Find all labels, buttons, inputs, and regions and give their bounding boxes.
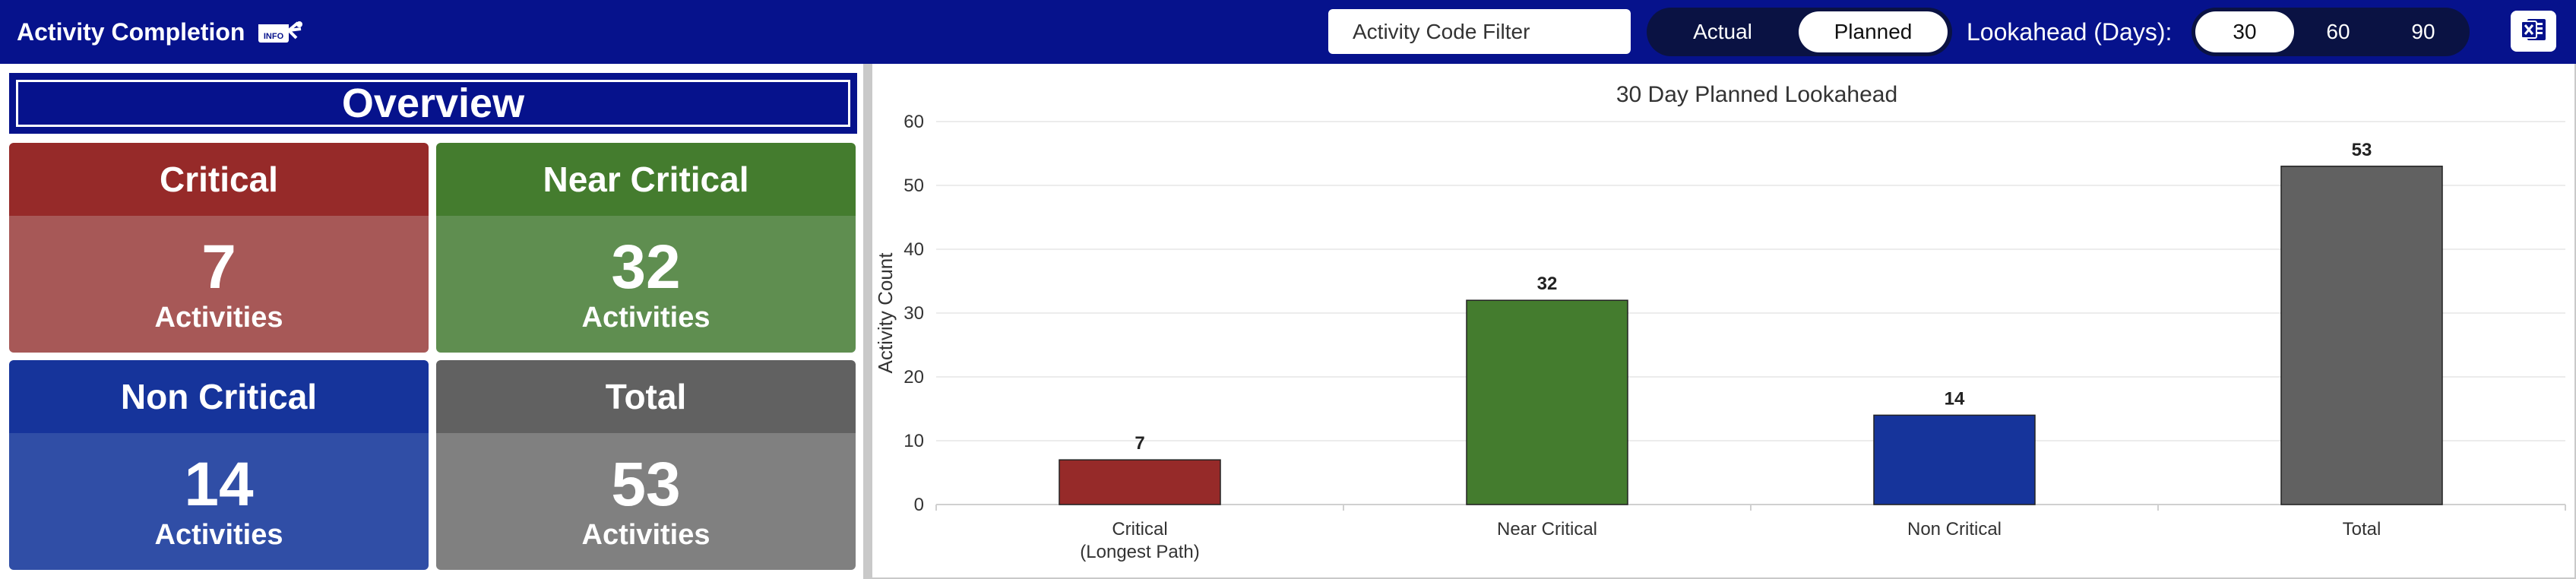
x-tick-label: Total: [2343, 519, 2381, 539]
app-title: Activity Completion: [17, 17, 245, 46]
lookahead-30-button[interactable]: 30: [2195, 11, 2294, 52]
near-critical-card: Near Critical 32 Activities: [436, 143, 856, 353]
info-gift-icon[interactable]: INFO: [257, 18, 305, 46]
lookahead-toggle: 30 60 90: [2191, 8, 2470, 56]
lookahead-90-button[interactable]: 90: [2411, 20, 2435, 43]
y-tick-label: 40: [903, 239, 924, 260]
critical-card: Critical 7 Activities: [9, 143, 429, 353]
x-tick-label: Near Critical: [1497, 519, 1597, 539]
y-tick-label: 50: [903, 176, 924, 196]
lookahead-label: Lookahead (Days):: [1967, 17, 2173, 46]
bar: [1873, 414, 2036, 505]
y-axis-label: Activity Count: [874, 252, 897, 374]
planned-button[interactable]: Planned: [1799, 11, 1948, 52]
bar: [1059, 459, 1221, 505]
y-tick-label: 0: [914, 495, 924, 515]
near-critical-card-body: 32 Activities: [436, 216, 856, 353]
y-tick-label: 10: [903, 431, 924, 451]
critical-card-label: Critical: [9, 143, 429, 216]
y-tick-label: 60: [903, 112, 924, 132]
critical-unit: Activities: [154, 302, 283, 334]
bar-data-label: 32: [1537, 274, 1558, 294]
bar-data-label: 14: [1945, 388, 1965, 409]
bar: [1466, 299, 1628, 505]
non-critical-card: Non Critical 14 Activities: [9, 360, 429, 570]
chart-panel: 30 Day Planned Lookahead Activity Count 0 1…: [872, 64, 2574, 577]
near-critical-card-label: Near Critical: [436, 143, 856, 216]
excel-export-icon: [2520, 17, 2547, 46]
overview-header: Overview: [9, 73, 857, 134]
near-critical-unit: Activities: [581, 302, 710, 334]
non-critical-unit: Activities: [154, 519, 283, 551]
near-critical-count: 32: [611, 233, 681, 302]
total-card-label: Total: [436, 360, 856, 433]
y-tick-label: 30: [903, 303, 924, 324]
overview-title: Overview: [16, 80, 850, 127]
mode-toggle: Actual Planned: [1647, 8, 1952, 56]
top-bar: Activity Completion INFO Actual Planned …: [0, 0, 2576, 64]
total-count: 53: [611, 450, 681, 519]
bar-data-label: 53: [2352, 140, 2372, 160]
chart-title: 30 Day Planned Lookahead: [1616, 82, 1897, 107]
bar-data-label: 7: [1135, 433, 1144, 454]
activity-code-filter-input[interactable]: [1328, 9, 1631, 54]
non-critical-card-label: Non Critical: [9, 360, 429, 433]
overview-panel: Overview Critical 7 Activities Near Crit…: [0, 64, 863, 579]
x-tick-label: Critical (Longest Path): [1080, 519, 1199, 562]
critical-card-body: 7 Activities: [9, 216, 429, 353]
critical-count: 7: [201, 233, 236, 302]
y-tick-label: 20: [903, 367, 924, 388]
bar: [2280, 166, 2443, 505]
total-card-body: 53 Activities: [436, 433, 856, 570]
x-tick-label: Non Critical: [1907, 519, 2002, 539]
non-critical-card-body: 14 Activities: [9, 433, 429, 570]
svg-text:INFO: INFO: [264, 32, 284, 41]
app-title-group: Activity Completion INFO: [17, 14, 305, 50]
lookahead-60-button[interactable]: 60: [2326, 20, 2350, 43]
total-card: Total 53 Activities: [436, 360, 856, 570]
bar-chart: 30 Day Planned Lookahead Activity Count 0 1…: [874, 82, 2566, 562]
excel-export-button[interactable]: [2511, 11, 2556, 52]
total-unit: Activities: [581, 519, 710, 551]
actual-button[interactable]: Actual: [1693, 20, 1752, 43]
non-critical-count: 14: [184, 450, 254, 519]
